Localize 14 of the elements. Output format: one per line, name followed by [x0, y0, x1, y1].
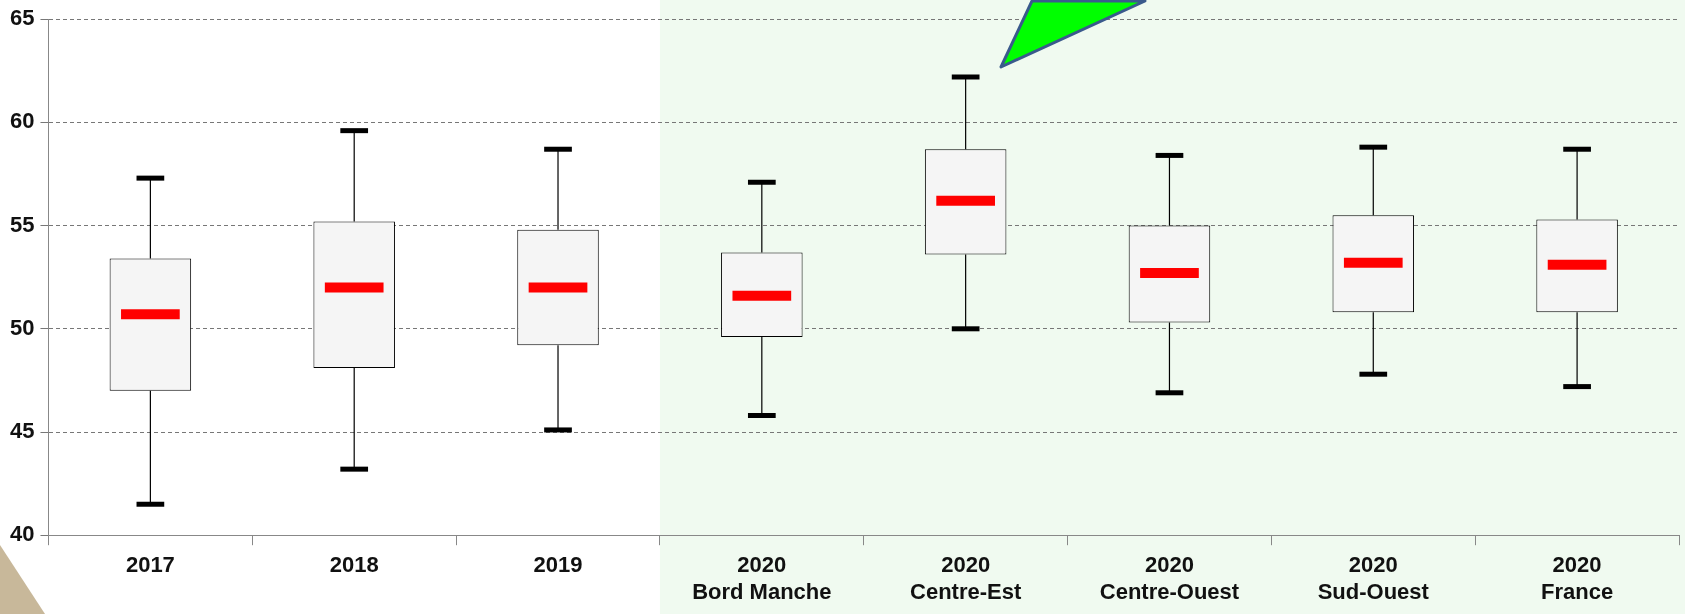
x-tick-label: 2020 Centre-Est — [910, 552, 1022, 604]
x-tick-label: 2017 — [125, 552, 175, 578]
x-tick-label: 2020 France — [1541, 552, 1614, 604]
y-tick-label: 40 — [9, 521, 35, 547]
y-tick-label: 60 — [9, 108, 35, 134]
y-tick-label: 50 — [9, 314, 35, 340]
y-tick-label: 45 — [9, 418, 35, 444]
y-tick-label: 55 — [9, 211, 35, 237]
x-tick-label: 2020 Sud-Ouest — [1317, 552, 1430, 604]
x-tick-label: 2019 — [533, 552, 583, 578]
y-tick-label: 65 — [9, 5, 35, 31]
x-tick-label: 2020 Centre-Ouest — [1099, 552, 1240, 604]
x-tick-label: 2020 Bord Manche — [692, 552, 832, 604]
x-tick-label: 2018 — [329, 552, 379, 578]
